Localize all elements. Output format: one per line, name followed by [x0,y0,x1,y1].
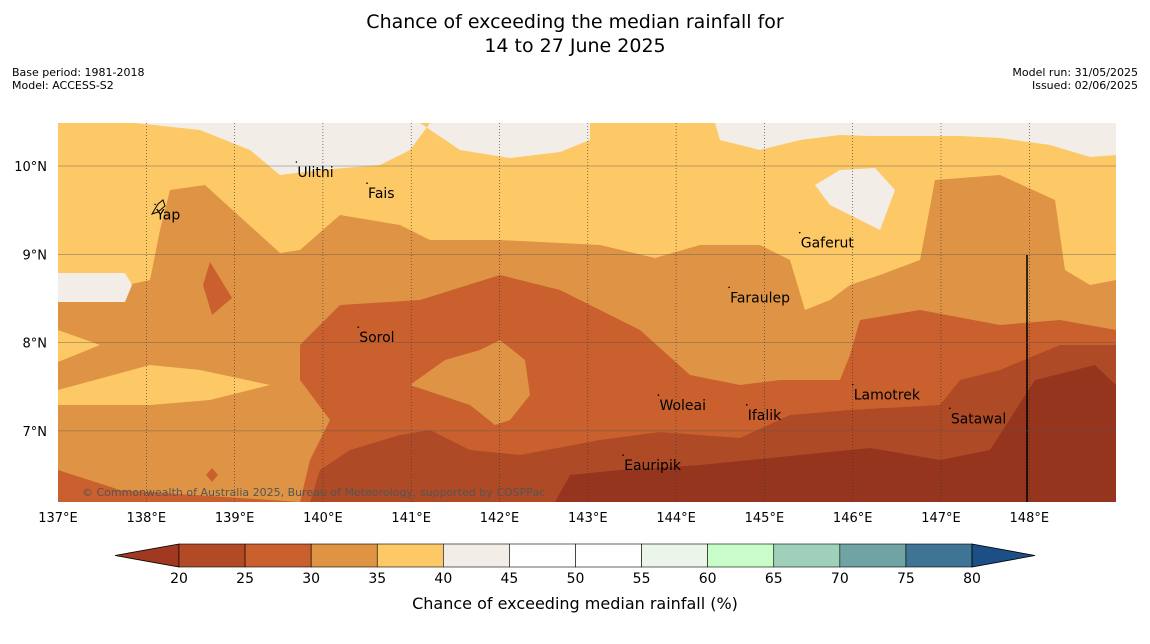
colorbar-segment [509,543,576,568]
place-labels: Ulithi Fais Yap Gaferut Faraulep Sorol Lamotre… [154,161,1006,474]
lon-tick-label: 148°E [1010,511,1050,526]
colorbar-tick-label: 75 [897,571,915,587]
lon-tick-label: 143°E [568,511,608,526]
colorbar-tick-label: 50 [567,571,585,587]
yap-island-outline [150,199,166,215]
place-marker [366,182,368,184]
region-45-50-east-island [815,168,895,230]
region-35-40-west [58,330,270,405]
place-marker [154,203,156,206]
colorbar-high-arrow [971,543,1036,568]
issued-text: Issued: 02/06/2025 [1031,79,1138,92]
colorbar-label: Chance of exceeding median rainfall (%) [412,594,738,613]
colorbar-segment [773,543,841,568]
title-line-2: 14 to 27 June 2025 [484,35,666,57]
model-run-text: Model run: 31/05/2025 [1012,66,1138,79]
map-title: Chance of exceeding the median rainfall … [0,10,1150,58]
colorbar-tick-label: 45 [501,571,519,587]
place-label: Faraulep [730,290,790,306]
lat-tick-label: 8°N [23,337,48,352]
place-label: Yap [155,207,180,223]
title-line-1: Chance of exceeding the median rainfall … [366,11,784,33]
colorbar-tick-label: 35 [368,571,386,587]
colorbar-segment [575,543,642,568]
place-label: Lamotrek [854,388,921,404]
lon-tick-label: 145°E [745,511,785,526]
place-marker [949,407,951,410]
colorbar-tick-label: 20 [170,571,188,587]
meta-left: Base period: 1981-2018 Model: ACCESS-S2 [12,66,144,92]
copyright-text: © Commonwealth of Australia 2025, Bureau… [82,486,545,499]
colorbar-segment [707,543,775,568]
place-marker [851,383,854,386]
lon-tick-label: 142°E [480,511,520,526]
colorbar-segment [178,543,246,568]
place-marker [745,404,748,406]
region-45-50-north [135,123,1116,175]
place-label: Satawal [951,411,1006,427]
colorbar-segment [839,543,907,568]
place-label: Sorol [359,330,394,346]
region-below-20 [555,365,1116,502]
map-plot-area [58,123,1116,502]
lon-tick-label: 141°E [391,511,431,526]
lon-tick-label: 140°E [303,511,343,526]
map-gridlines [58,123,1116,502]
lon-tick-label: 147°E [921,511,961,526]
place-marker [728,286,730,289]
colorbar-segment [641,543,708,568]
lon-tick-label: 146°E [833,511,873,526]
region-25-30-west-spot-2 [206,468,218,482]
lat-axis-labels: 10°N 9°N 8°N 7°N [14,160,47,440]
region-45-50-west [58,273,132,302]
colorbar-tick-label: 25 [236,571,254,587]
colorbar-segment [310,543,378,568]
colorbar-segment [905,543,973,568]
place-marker [622,454,624,456]
place-marker [357,326,360,328]
lon-tick-label: 138°E [127,511,167,526]
colorbar-tick-label: 30 [302,571,320,587]
colorbar-tick-label: 40 [434,571,452,587]
place-marker [295,161,298,163]
lon-axis-labels: 137°E 138°E 139°E 140°E 141°E 142°E 143°E 144°E… [38,511,1049,526]
colorbar-low-arrow [114,543,180,568]
colorbar-tick-label: 55 [633,571,651,587]
colorbar-tick-label: 80 [963,571,981,587]
place-label: Woleai [659,398,706,414]
colorbar-segment [443,543,510,568]
colorbar: 20 25 30 35 40 45 50 55 60 65 70 75 80 [114,543,1036,587]
lon-tick-label: 139°E [215,511,255,526]
colorbar-tick-label: 60 [699,571,717,587]
lon-tick-label: 144°E [656,511,696,526]
colorbar-tick-label: 65 [765,571,783,587]
place-label: Gaferut [801,236,855,252]
place-label: Ulithi [297,165,333,181]
place-marker [798,231,801,234]
lat-tick-label: 7°N [23,425,48,440]
place-label: Eauripik [624,458,682,474]
place-label: Fais [368,186,395,202]
lat-tick-label: 9°N [23,248,48,263]
lon-tick-label: 137°E [38,511,78,526]
region-30-35-inner [410,340,530,425]
region-25-30-west-spot [203,262,232,315]
colorbar-segment [244,543,312,568]
model-text: Model: ACCESS-S2 [12,79,114,92]
lat-tick-label: 10°N [14,160,47,175]
place-marker [657,394,660,396]
colorbar-tick-label: 70 [831,571,849,587]
place-label: Ifalik [748,408,782,424]
colorbar-segment [376,543,444,568]
base-period-text: Base period: 1981-2018 [12,66,145,79]
meta-right: Model run: 31/05/2025 Issued: 02/06/2025 [1012,66,1138,92]
